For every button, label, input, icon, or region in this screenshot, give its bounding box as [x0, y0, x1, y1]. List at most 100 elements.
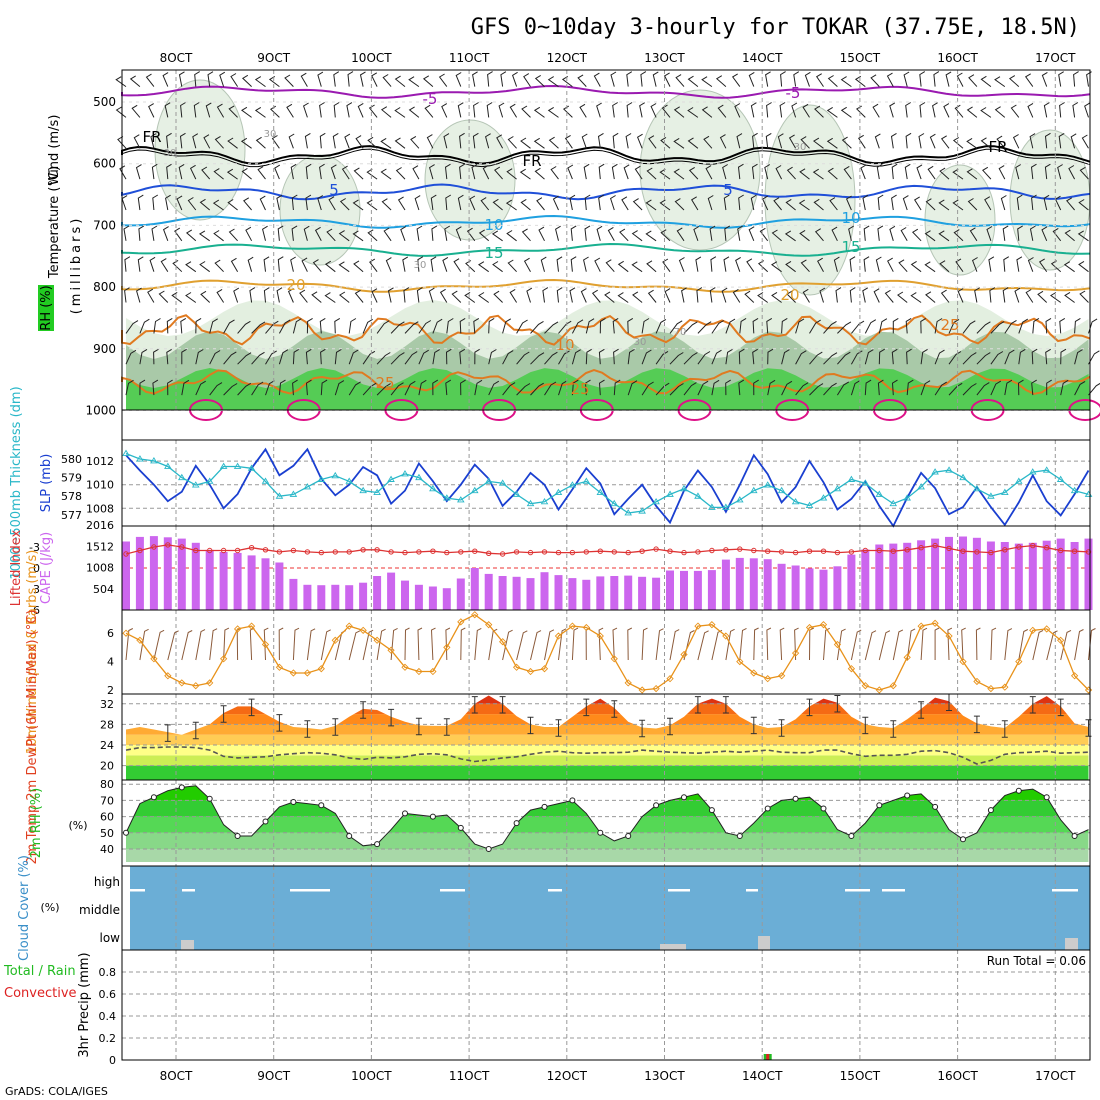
wind-barb	[1010, 104, 1020, 118]
cape-bar	[777, 563, 786, 610]
wind-barb	[795, 350, 807, 365]
wind-barb	[851, 320, 865, 334]
wind-barb	[1064, 291, 1075, 303]
wind-barb	[431, 225, 438, 241]
thickness-point	[791, 497, 800, 505]
cape-bar	[582, 579, 591, 610]
wind-barb	[632, 291, 643, 303]
wind10m-point	[1015, 657, 1023, 666]
cloud-unit-label: (%)	[40, 901, 59, 914]
cape-bar	[540, 572, 549, 610]
wind-barb	[759, 227, 769, 242]
rh2m-point	[150, 794, 157, 801]
wind-barb	[1045, 348, 1051, 365]
li-tick-label: 6	[33, 604, 40, 617]
wind10m-barb	[598, 627, 604, 661]
wind-barb	[655, 318, 667, 334]
li-point	[346, 549, 352, 555]
wind-barb	[376, 383, 391, 396]
wind-barb	[829, 197, 838, 211]
wind-barb	[1064, 229, 1075, 242]
wind-barb	[1078, 260, 1089, 273]
rh-tick-label: 80	[100, 778, 114, 791]
cloud-panel: high middle low (%) Cloud Cover (%)	[17, 855, 1091, 961]
wind-barb	[164, 102, 171, 118]
contour-10	[121, 214, 1091, 229]
wind-barb	[650, 103, 657, 118]
cape-bar	[721, 559, 730, 610]
li-point	[723, 547, 729, 553]
wind10m-barb	[990, 627, 997, 661]
li-line	[125, 544, 1089, 555]
wind-barb	[214, 135, 224, 149]
cloud-high-bar	[290, 889, 330, 892]
wind10m-point	[750, 669, 758, 677]
wind-barb	[955, 258, 964, 272]
wind-barb	[933, 71, 940, 87]
wind-barb	[1032, 317, 1040, 334]
precip-tick-label: 0.6	[99, 988, 117, 1001]
wind-barb	[139, 379, 146, 396]
cape-bar	[861, 549, 870, 610]
wind-barb	[1031, 194, 1037, 211]
wind-barb	[472, 71, 478, 87]
wind-barb	[687, 137, 699, 149]
wind-barb	[660, 136, 671, 149]
wind-barb	[380, 168, 392, 180]
wind-barb	[850, 350, 863, 365]
wind-barb	[1045, 317, 1052, 334]
wind10m-point	[387, 646, 395, 654]
cape-bar	[666, 570, 674, 610]
thickness-point	[903, 494, 911, 501]
wind-barb	[737, 163, 744, 180]
wind-barb	[732, 288, 741, 303]
wind-barb	[209, 350, 221, 365]
rh2m-point	[1071, 833, 1078, 839]
wind-barb	[952, 137, 964, 149]
slp-axis-label: SLP (mb)	[39, 454, 54, 513]
wind-barb	[645, 199, 657, 211]
wind-barb	[455, 72, 462, 87]
wind-barb	[230, 73, 239, 87]
wind-barb	[957, 288, 964, 303]
wind-barb	[631, 230, 643, 242]
cape-bar	[1014, 543, 1023, 610]
wind-barb	[902, 195, 909, 211]
wind-barb	[333, 71, 340, 87]
wind-barb	[613, 379, 621, 396]
wind-barb	[722, 164, 728, 180]
wind-barb	[1029, 133, 1036, 149]
wind-barb	[934, 381, 947, 396]
rh2m-point	[569, 797, 576, 804]
cape-bar	[917, 540, 926, 610]
wind-barb	[460, 379, 466, 396]
wind-barb	[812, 168, 824, 180]
temp-minmax-bar	[973, 715, 980, 734]
wind-barb	[453, 258, 462, 272]
rh-color-swatch	[38, 285, 54, 331]
wind-barb	[976, 382, 990, 396]
wind-barb	[641, 381, 654, 396]
wind-barb	[626, 71, 633, 87]
wind-barb	[125, 379, 134, 396]
wind-barb	[558, 320, 572, 334]
wind10m-point	[1001, 683, 1009, 691]
wind10m-barb	[975, 627, 981, 661]
cloud-high-bar	[130, 889, 145, 892]
rh2m-point	[178, 784, 185, 791]
wind-barb	[216, 288, 225, 303]
wind-barb	[731, 73, 741, 87]
wind-barb	[353, 260, 364, 273]
wind-barb	[485, 133, 491, 149]
wind10m-point	[1029, 626, 1037, 634]
bottom-x-tick-label: 13OCT	[644, 1069, 685, 1083]
thickness-point	[624, 509, 632, 516]
wind-barb	[938, 199, 950, 211]
cape-tick-label: 1008	[86, 562, 114, 575]
cloud-level-label: middle	[79, 903, 120, 917]
wind-barb	[874, 133, 881, 149]
wind10m-barb	[348, 630, 361, 661]
temp-tick-label: 32	[100, 698, 114, 711]
wind-barb	[319, 163, 325, 180]
wind-barb	[707, 195, 714, 211]
